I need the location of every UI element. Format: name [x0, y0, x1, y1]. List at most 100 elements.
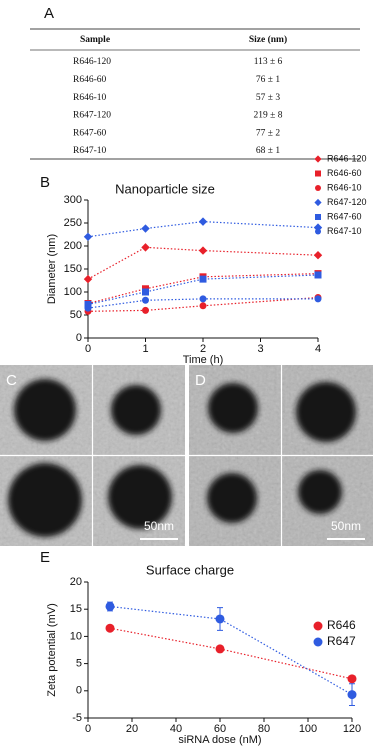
- table-body: R646-120 113 ± 6 R646-60 76 ± 1 R646-10 57 ± …: [73, 57, 283, 156]
- x-tick-label: 60: [214, 723, 226, 735]
- image-gap: [185, 365, 189, 546]
- series-line: [87, 298, 318, 309]
- marker: [142, 306, 149, 314]
- table-cell: 57 ± 3: [256, 93, 280, 103]
- table-cell: 219 ± 8: [254, 111, 283, 121]
- series-line: [87, 274, 319, 306]
- marker: [215, 644, 225, 654]
- legend-label: R646-120: [327, 153, 367, 163]
- legend-label: R646-10: [327, 182, 362, 192]
- scale-bar-label: 50nm: [144, 519, 174, 533]
- y-tick-label: 15: [70, 603, 82, 615]
- series-line: [87, 246, 319, 280]
- marker: [314, 295, 322, 303]
- x-tick-label: 20: [126, 723, 138, 735]
- legend-label: R646-60: [327, 168, 362, 178]
- marker: [141, 243, 150, 252]
- panel-label: E: [40, 549, 50, 566]
- table-cell: R647-60: [73, 128, 107, 138]
- y-tick-label: 150: [64, 263, 82, 275]
- y-tick-label: 300: [64, 194, 82, 206]
- y-tick-label: 0: [76, 332, 82, 344]
- marker: [105, 623, 115, 633]
- y-tick-label: 200: [64, 240, 82, 252]
- x-axis-label: Time (h): [183, 354, 224, 366]
- y-tick-label: 10: [70, 630, 82, 642]
- marker: [105, 601, 115, 611]
- legend-label: R647-60: [327, 211, 362, 221]
- legend-marker: [313, 621, 323, 631]
- marker: [215, 614, 225, 624]
- table-cell: 68 ± 1: [256, 146, 280, 156]
- table-cell: R646-60: [73, 75, 107, 85]
- table-cell: 77 ± 2: [256, 128, 280, 138]
- marker: [198, 217, 208, 226]
- table-cell: R647-10: [73, 146, 107, 156]
- marker: [347, 690, 357, 700]
- series-line: [109, 605, 353, 696]
- marker: [141, 224, 150, 233]
- marker: [142, 288, 149, 296]
- panel-label: C: [6, 372, 17, 389]
- legend-label: R646: [327, 618, 356, 632]
- y-tick-label: 20: [70, 576, 82, 588]
- y-axis-label: Diameter (nm): [46, 234, 58, 304]
- table-cell: R646-10: [73, 93, 107, 103]
- legend-marker: [315, 185, 321, 191]
- marker: [314, 271, 322, 279]
- series-line: [87, 221, 319, 238]
- particles: [8, 379, 356, 537]
- x-tick-label: 80: [258, 723, 270, 735]
- legend-marker: [315, 214, 321, 220]
- table-cell: R646-120: [73, 57, 111, 67]
- legend-marker: [314, 155, 322, 163]
- x-tick-label: 0: [85, 723, 91, 735]
- x-tick-label: 120: [343, 723, 361, 735]
- x-tick-label: 3: [257, 343, 263, 355]
- y-tick-label: 50: [70, 309, 82, 321]
- marker: [199, 302, 207, 310]
- y-axis-label: Zeta potential (mV): [46, 603, 58, 697]
- x-tick-label: 2: [200, 343, 206, 355]
- series-line: [109, 627, 353, 680]
- x-tick-label: 40: [170, 723, 182, 735]
- marker: [199, 295, 207, 303]
- x-tick-label: 100: [299, 723, 317, 735]
- chart-title: Nanoparticle size: [115, 181, 215, 196]
- legend-label: R647-120: [327, 197, 367, 207]
- legend-marker: [313, 637, 323, 647]
- legend-label: R647: [327, 634, 356, 648]
- x-tick-label: 1: [142, 343, 148, 355]
- y-tick-label: 100: [64, 286, 82, 298]
- table-cell: 113 ± 6: [254, 57, 283, 67]
- panel-label: D: [195, 372, 206, 389]
- marker: [84, 300, 92, 308]
- panel-label: B: [40, 174, 50, 191]
- y-tick-label: 250: [64, 217, 82, 229]
- marker: [84, 304, 92, 312]
- legend-marker: [315, 228, 321, 235]
- legend-marker: [315, 170, 321, 177]
- table-cell: R647-120: [73, 111, 111, 121]
- marker: [83, 232, 93, 241]
- y-tick-label: 0: [76, 685, 82, 697]
- table-cell: 76 ± 1: [256, 75, 280, 85]
- legend-label: R647-10: [327, 226, 362, 236]
- y-tick-label: -5: [72, 712, 82, 724]
- series-line: [87, 273, 319, 305]
- x-axis-label: siRNA dose (nM): [178, 734, 261, 746]
- marker: [347, 674, 357, 684]
- marker: [199, 275, 207, 283]
- marker: [313, 251, 323, 260]
- x-tick-label: 0: [85, 343, 91, 355]
- y-tick-label: 5: [76, 658, 82, 670]
- x-tick-label: 4: [315, 343, 321, 355]
- marker: [142, 296, 149, 304]
- chart-title: Surface charge: [146, 562, 234, 577]
- marker: [198, 246, 208, 255]
- table-header: Sample: [80, 35, 110, 45]
- series-line: [87, 296, 319, 312]
- panel-label: A: [44, 5, 54, 22]
